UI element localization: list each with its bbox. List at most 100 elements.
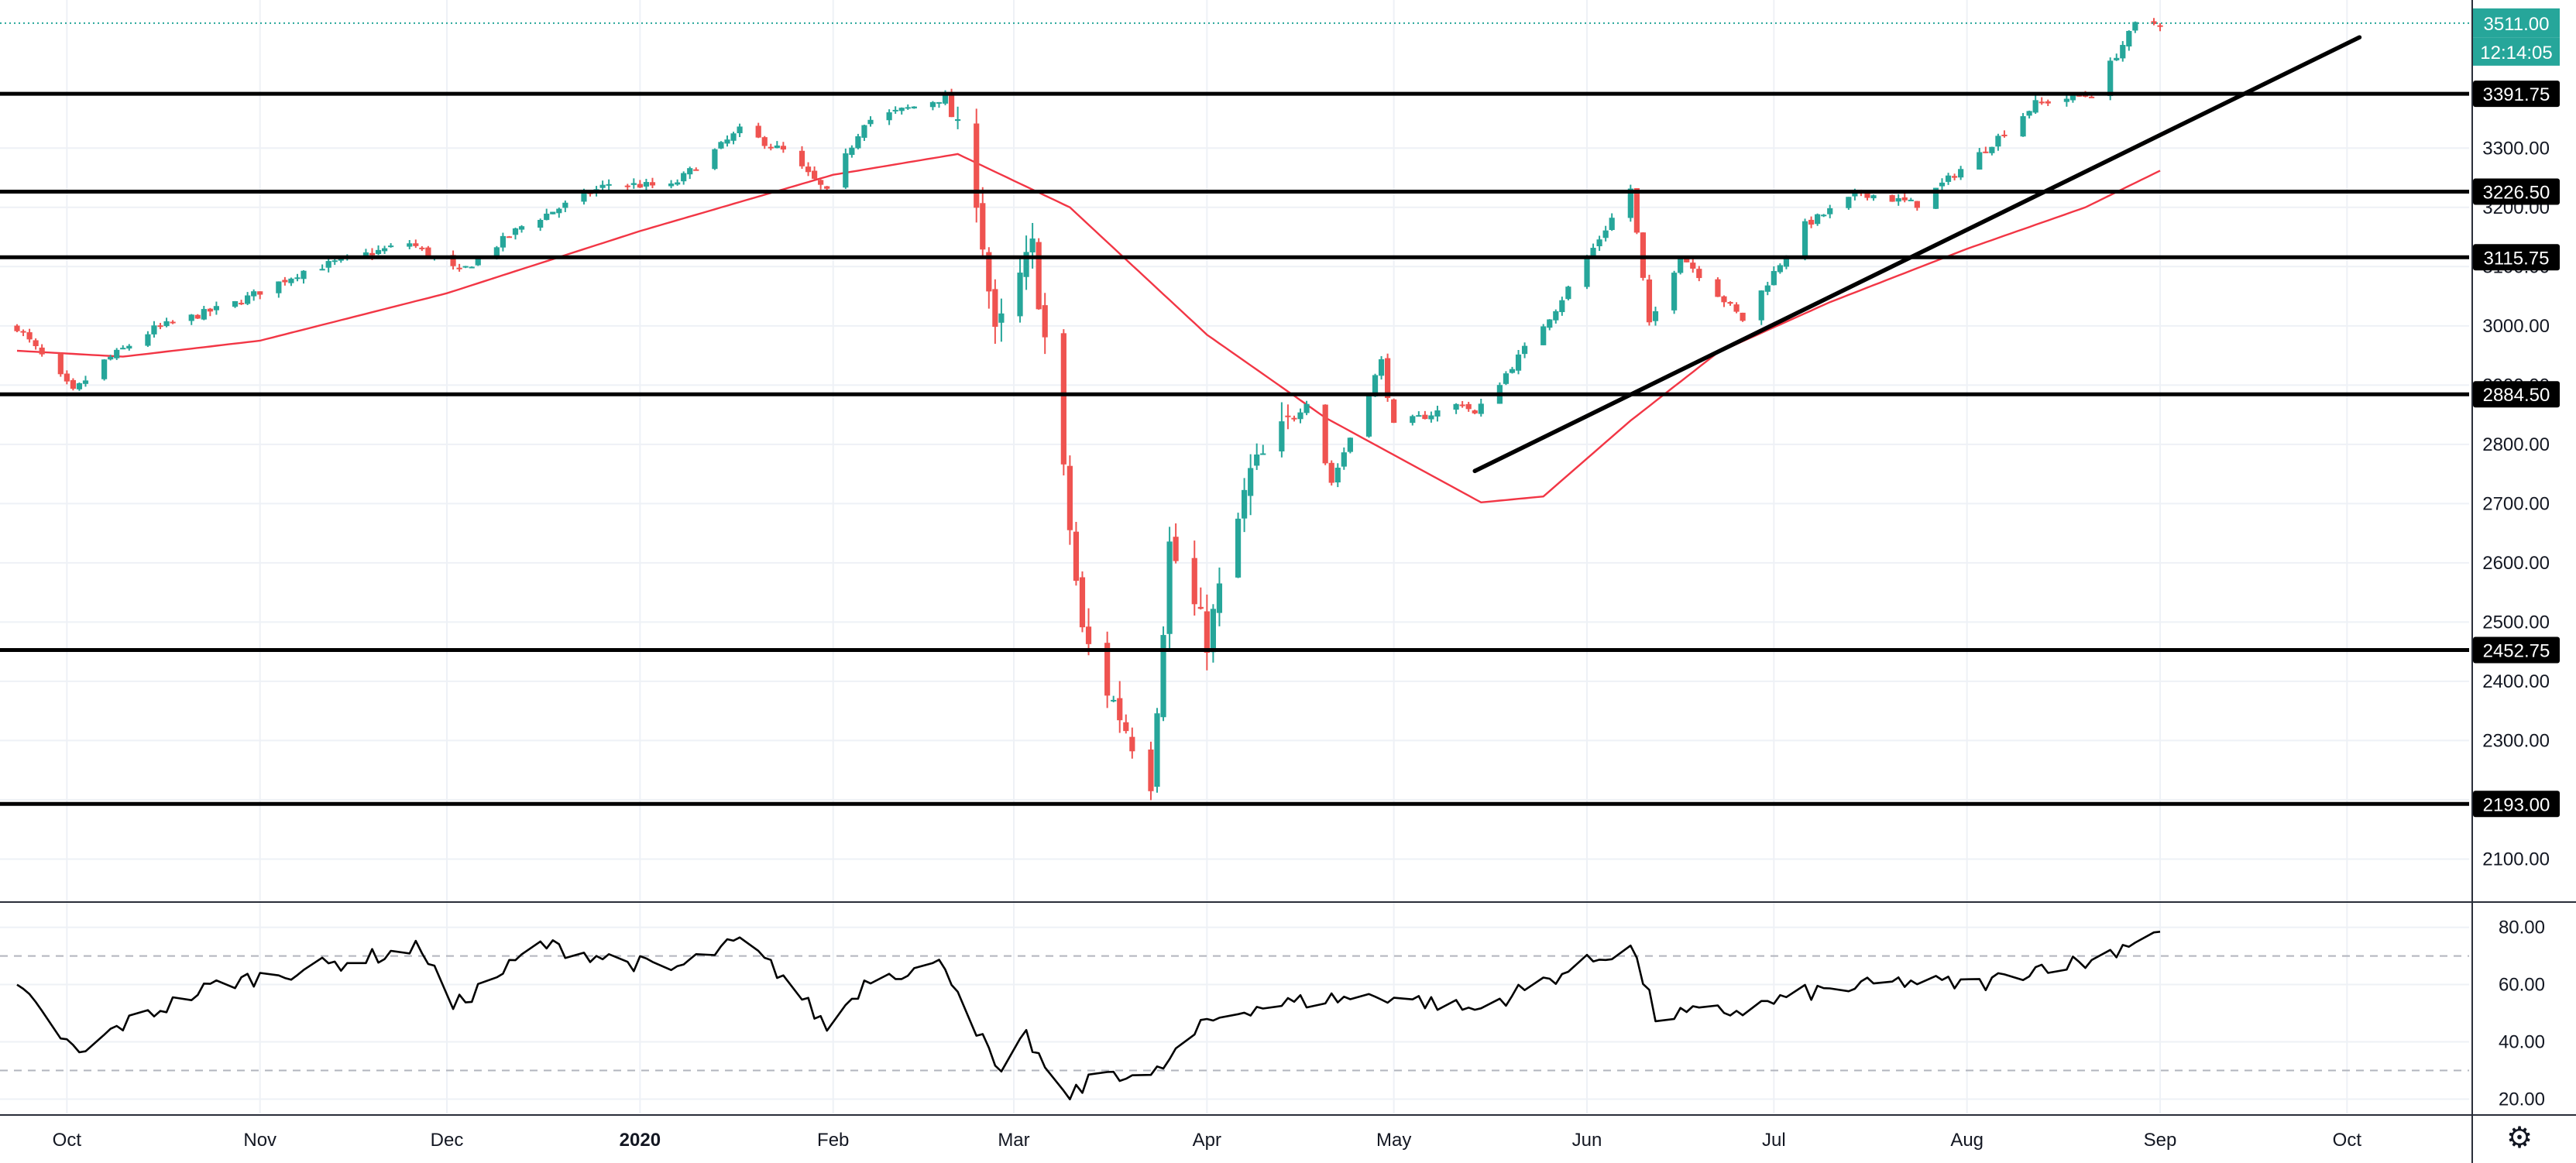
candle-body xyxy=(911,106,917,109)
candles xyxy=(14,18,2163,801)
candle-body xyxy=(712,149,718,170)
candle-body xyxy=(2026,111,2032,116)
candle xyxy=(861,125,867,141)
candle xyxy=(1870,194,1877,201)
candle-body xyxy=(506,236,513,238)
candle-body xyxy=(624,185,630,187)
candle-body xyxy=(194,314,201,319)
candle xyxy=(911,106,917,109)
countdown-label: 12:14:05 xyxy=(2480,43,2552,63)
candle-body xyxy=(550,211,556,214)
candle-body xyxy=(1553,310,1559,321)
level-price-badge[interactable]: 3391.75 xyxy=(2473,81,2560,108)
candle xyxy=(70,378,76,391)
candle-body xyxy=(1023,252,1029,277)
time-tick-label: Feb xyxy=(817,1130,849,1151)
candle xyxy=(413,239,419,249)
candle xyxy=(606,179,612,190)
time-tick-label: Jul xyxy=(1762,1130,1786,1151)
level-price-badge[interactable]: 2452.75 xyxy=(2473,636,2560,664)
rsi-axis[interactable]: 20.00 40.00 60.00 80.00 xyxy=(2499,918,2545,1110)
candle-body xyxy=(1684,259,1690,262)
candle xyxy=(649,177,656,189)
level-badge-bg xyxy=(2473,81,2560,108)
candle xyxy=(556,208,562,218)
level-price-badge[interactable]: 3226.50 xyxy=(2473,178,2560,205)
candle xyxy=(1197,587,1204,610)
rsi-tick-label: 40.00 xyxy=(2499,1032,2545,1053)
level-price-badge[interactable]: 2884.50 xyxy=(2473,381,2560,408)
candle xyxy=(1547,319,1553,331)
candle-body xyxy=(1148,750,1154,791)
time-axis[interactable]: Oct Nov Dec 2020 Feb Mar Apr May Jun Jul Aug Sep Oct xyxy=(53,1130,2362,1151)
candle-body xyxy=(238,303,245,305)
level-price-badge[interactable]: 2193.00 xyxy=(2473,791,2560,818)
level-badge-label: 2193.00 xyxy=(2483,794,2550,815)
candle xyxy=(774,141,780,149)
candle-body xyxy=(936,101,943,104)
candle-body xyxy=(942,94,949,104)
candle-body xyxy=(1584,257,1590,287)
candle-body xyxy=(1341,452,1347,467)
candle-body xyxy=(70,379,76,389)
gear-icon[interactable]: ⚙ xyxy=(2506,1120,2533,1154)
trend-line[interactable] xyxy=(1472,35,2362,474)
candle-body xyxy=(1248,468,1254,496)
candle-body xyxy=(799,150,805,166)
chart-settings-button[interactable]: ⚙ xyxy=(2506,1120,2533,1154)
candle-body xyxy=(1154,713,1160,787)
trendlines[interactable] xyxy=(1472,35,2362,474)
candle xyxy=(1248,454,1254,516)
candle-body xyxy=(955,118,961,122)
candle-body xyxy=(1740,312,1746,321)
candle xyxy=(855,133,861,149)
candle-body xyxy=(1347,437,1353,452)
candle-body xyxy=(824,186,830,189)
candle xyxy=(1334,463,1341,488)
candle xyxy=(388,243,394,248)
candle xyxy=(643,178,650,190)
candle xyxy=(1983,146,1989,153)
candle xyxy=(20,329,26,337)
candle xyxy=(761,136,768,149)
candle xyxy=(1017,259,1023,323)
candle-body xyxy=(1166,541,1173,634)
rsi-line xyxy=(16,931,2161,1100)
candle xyxy=(992,279,998,344)
candle xyxy=(2063,94,2069,107)
candle xyxy=(687,166,693,180)
candle xyxy=(319,264,325,271)
candle xyxy=(974,108,980,223)
horizontal-levels[interactable] xyxy=(0,91,2469,806)
candle xyxy=(294,273,301,282)
candle-body xyxy=(737,126,743,134)
candle-body xyxy=(207,308,213,312)
candle-body xyxy=(33,340,39,347)
candle-body xyxy=(170,321,176,324)
candle-body xyxy=(1503,373,1510,384)
candle xyxy=(681,171,687,185)
candle-body xyxy=(388,245,394,248)
level-price-badge[interactable]: 3115.75 xyxy=(2473,244,2560,271)
candle xyxy=(407,240,413,249)
candle xyxy=(1696,266,1702,282)
candle-body xyxy=(1111,699,1117,702)
candle-body xyxy=(1715,279,1721,297)
candle xyxy=(1347,437,1353,454)
candle-body xyxy=(544,213,550,221)
candle xyxy=(1478,398,1484,417)
candle-body xyxy=(998,313,1005,323)
candle xyxy=(892,106,898,114)
candle-body xyxy=(1254,455,1260,466)
candle-body xyxy=(101,359,108,379)
price-tick-label: 2500.00 xyxy=(2482,612,2550,633)
candle-body xyxy=(1565,286,1571,300)
candle-body xyxy=(2001,134,2008,136)
price-axis[interactable]: 2100.002200.002300.002400.002500.002600.… xyxy=(2473,8,2560,870)
candle-body xyxy=(1372,375,1379,396)
candle-body xyxy=(1559,300,1565,313)
candle xyxy=(1291,415,1297,422)
